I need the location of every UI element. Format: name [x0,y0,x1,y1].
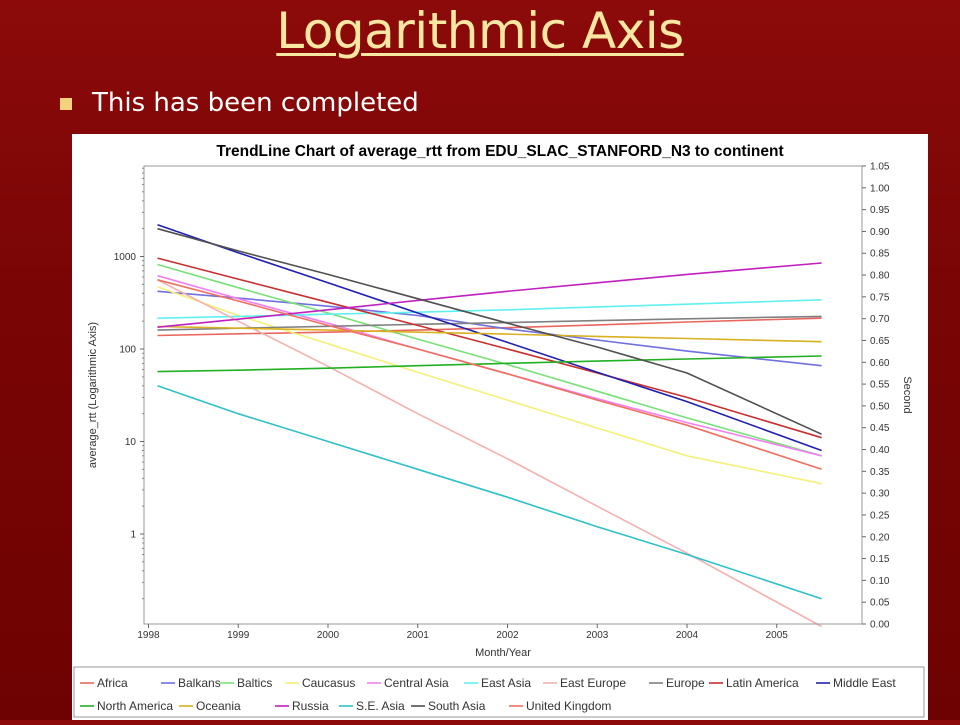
legend-label-east-europe: East Europe [560,676,626,690]
y2-tick-label: 0.25 [870,510,890,521]
legend-label-balkans: Balkans [178,676,221,690]
series-line-balkans [157,290,822,367]
legend-label-oceania: Oceania [196,699,241,713]
legend-label-east-asia: East Asia [481,676,531,690]
y2-tick-label: 0.70 [870,314,890,325]
series-line-east-europe [157,279,822,628]
y2-tick-label: 0.75 [870,292,890,303]
y-tick-label: 10 [125,437,137,448]
slide-title: Logarithmic Axis [276,2,684,60]
x-tick-label: 2002 [496,630,519,641]
legend-label-central-asia: Central Asia [384,676,449,690]
bullet-square-icon [60,98,72,110]
chart-title: TrendLine Chart of average_rtt from EDU_… [216,143,783,160]
legend-label-africa: Africa [97,676,128,690]
y2-tick-label: 0.65 [870,336,890,347]
legend-box [73,666,925,718]
x-tick-label: 2004 [676,630,699,641]
legend-label-russia: Russia [292,699,329,713]
legend-label-latin-america: Latin America [726,676,799,690]
y2-axis-label: Second [901,376,913,413]
y2-tick-label: 0.00 [870,620,890,631]
series-line-caucasus [157,286,822,485]
y2-tick-label: 0.95 [870,205,890,216]
y2-tick-label: 0.45 [870,423,890,434]
y2-tick-label: 0.80 [870,271,890,282]
series-line-united-kingdom [157,279,822,471]
trendline-chart: TrendLine Chart of average_rtt from EDU_… [73,143,925,718]
series-line-north-america [157,355,822,373]
series-line-south-asia [157,227,822,435]
x-axis-label: Month/Year [475,647,531,659]
y2-tick-label: 0.30 [870,489,890,500]
y2-tick-label: 1.05 [870,162,890,173]
plot-area-border [143,165,863,625]
x-tick-label: 2001 [407,630,430,641]
series-line-middle-east [157,224,822,452]
x-tick-label: 2000 [317,630,340,641]
legend-label-caucasus: Caucasus [302,676,355,690]
y2-tick-label: 1.00 [870,183,890,194]
series-line-russia [157,262,822,328]
y2-tick-label: 0.85 [870,249,890,260]
series-line-africa [157,317,822,337]
y-tick-label: 1 [130,530,136,541]
x-tick-label: 1999 [227,630,250,641]
y2-tick-label: 0.15 [870,554,890,565]
bullet-text: This has been completed [92,88,419,118]
series-line-baltics [157,263,822,457]
legend-label-europe: Europe [666,676,705,690]
chart-panel: TrendLine Chart of average_rtt from EDU_… [72,134,928,720]
y2-tick-label: 0.60 [870,358,890,369]
series-line-s-e-asia [157,385,822,600]
y-tick-label: 1000 [114,252,137,263]
x-tick-label: 1998 [137,630,160,641]
y2-tick-label: 0.55 [870,380,890,391]
legend-label-baltics: Baltics [237,676,272,690]
legend-label-north-america: North America [97,699,173,713]
legend-label-united-kingdom: United Kingdom [526,699,611,713]
y2-tick-label: 0.20 [870,532,890,543]
series-line-oceania [157,325,822,343]
bullet-item: This has been completed [60,88,419,118]
y-axis-label: average_rtt (Logarithmic Axis) [87,322,99,468]
legend-label-south-asia: South Asia [428,699,486,713]
y2-tick-label: 0.40 [870,445,890,456]
x-tick-label: 2005 [766,630,789,641]
y2-tick-label: 0.35 [870,467,890,478]
y2-tick-label: 0.05 [870,598,890,609]
legend-label-middle-east: Middle East [833,676,896,690]
legend-label-s-e-asia: S.E. Asia [356,699,405,713]
y2-tick-label: 0.10 [870,576,890,587]
y2-tick-label: 0.50 [870,401,890,412]
x-tick-label: 2003 [586,630,609,641]
series-line-latin-america [157,257,822,439]
y2-tick-label: 0.90 [870,227,890,238]
series-line-east-asia [157,299,822,319]
y-tick-label: 100 [119,345,136,356]
